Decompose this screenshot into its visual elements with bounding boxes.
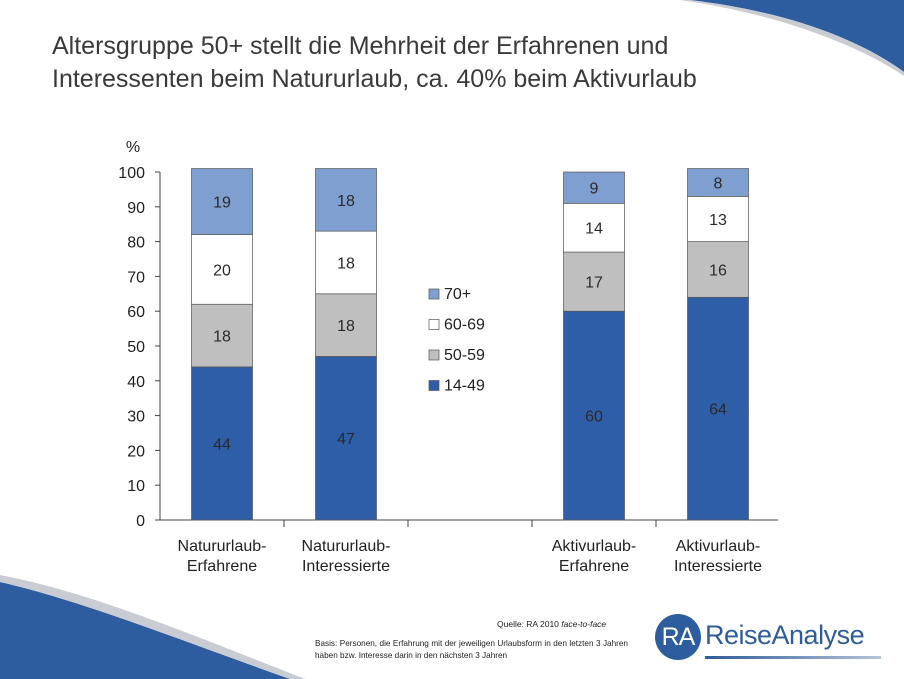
bar-segment	[563, 171, 625, 204]
y-tick-label: 20	[127, 443, 145, 460]
data-label: 19	[213, 195, 231, 212]
data-label: 13	[709, 212, 727, 229]
bar-segment	[563, 202, 625, 253]
data-label: 18	[213, 329, 231, 346]
title-line-1: Altersgruppe 50+ stellt die Mehrheit der…	[52, 32, 669, 60]
bar-segment	[563, 310, 625, 521]
y-tick-label: 80	[127, 235, 145, 252]
data-label: 18	[337, 318, 355, 335]
data-label: 64	[709, 402, 727, 419]
x-category-label: Interessierte	[674, 558, 762, 575]
legend-swatch	[428, 288, 440, 300]
data-label: 9	[590, 181, 599, 198]
x-category-label: Erfahrene	[187, 558, 257, 575]
data-label: 14	[585, 221, 603, 238]
y-tick-label: 100	[118, 165, 145, 182]
data-label: 20	[213, 262, 231, 279]
x-category-label: Interessierte	[302, 558, 390, 575]
x-category-label: Aktivurlaub-	[676, 538, 760, 555]
logo-name: ReiseAnalyse	[705, 620, 865, 650]
data-label: 18	[337, 193, 355, 210]
bar-segment	[191, 303, 253, 368]
x-category-label: Natururlaub-	[178, 538, 267, 555]
logo-underline	[705, 656, 881, 659]
data-label: 17	[585, 275, 603, 292]
legend-label: 70+	[444, 286, 471, 303]
y-tick-label: 70	[127, 269, 145, 286]
data-label: 44	[213, 436, 231, 453]
bar-segment	[191, 234, 253, 305]
legend-label: 14-49	[444, 378, 485, 395]
legend-swatch	[428, 319, 440, 330]
y-tick-label: 30	[127, 409, 145, 426]
y-tick-label: 60	[127, 304, 145, 321]
source-prefix: Quelle: RA 2010	[497, 619, 562, 629]
slide-title: Altersgruppe 50+ stellt die Mehrheit der…	[52, 30, 852, 96]
bar-segment	[563, 251, 625, 312]
basis-note: Basis: Personen, die Erfahrung mit der j…	[315, 639, 628, 660]
x-category-label: Natururlaub-	[302, 538, 391, 555]
bar-segment	[687, 196, 749, 242]
source-note: Quelle: RA 2010 face-to-face	[497, 619, 606, 629]
reiseanalyse-logo: RA ReiseAnalyse	[655, 610, 885, 662]
data-label: 18	[337, 255, 355, 272]
bar-segment	[191, 366, 253, 521]
bar-segment	[315, 168, 377, 232]
legend-label: 50-59	[444, 347, 485, 364]
y-tick-label: 90	[127, 200, 145, 217]
legend-swatch	[428, 380, 440, 391]
logo-mark: RA	[655, 614, 701, 660]
y-axis-unit-label: %	[126, 139, 140, 156]
y-tick-label: 50	[127, 339, 145, 356]
source-method: face-to-face	[561, 619, 607, 629]
legend-label: 60-69	[444, 317, 485, 334]
data-label: 8	[714, 175, 723, 192]
x-category-label: Erfahrene	[559, 558, 629, 575]
bar-segment	[191, 168, 253, 235]
bar-segment	[687, 241, 749, 298]
legend-swatch	[428, 349, 440, 361]
bar-segment	[687, 296, 749, 521]
y-tick-label: 40	[127, 374, 145, 391]
data-label: 16	[709, 262, 727, 279]
bar-segment	[315, 293, 377, 357]
bar-segment	[315, 230, 377, 295]
data-label: 60	[585, 409, 603, 426]
bar-segment	[687, 168, 749, 197]
y-tick-label: 10	[127, 478, 145, 495]
data-label: 47	[337, 431, 355, 448]
title-line-2: Interessenten beim Natururlaub, ca. 40% …	[52, 65, 697, 93]
x-category-label: Aktivurlaub-	[552, 538, 636, 555]
y-tick-label: 0	[136, 513, 145, 530]
